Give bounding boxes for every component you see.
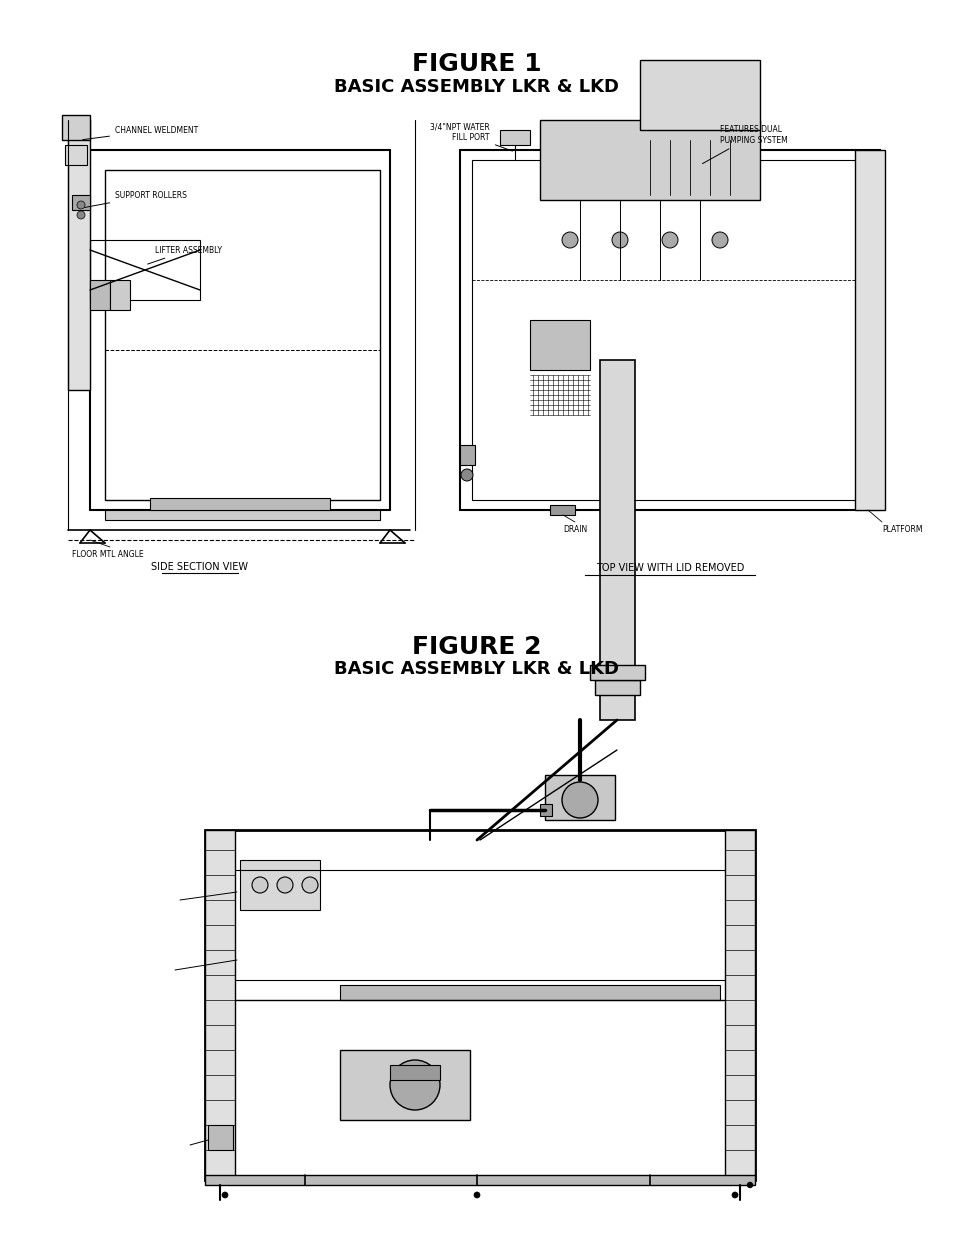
- Circle shape: [222, 1192, 228, 1198]
- Circle shape: [561, 232, 578, 248]
- Bar: [595, 680, 639, 695]
- Bar: [205, 1174, 754, 1186]
- Text: FEATURES DUAL
PUMPING SYSTEM: FEATURES DUAL PUMPING SYSTEM: [701, 125, 787, 164]
- Bar: [110, 280, 130, 310]
- Bar: [339, 986, 720, 1000]
- Bar: [854, 149, 884, 510]
- Bar: [499, 130, 530, 144]
- Bar: [150, 498, 330, 510]
- Bar: [530, 320, 589, 370]
- Text: BASIC ASSEMBLY LKR & LKD: BASIC ASSEMBLY LKR & LKD: [335, 78, 618, 96]
- Text: 3/4"NPT WATER
FILL PORT: 3/4"NPT WATER FILL PORT: [430, 122, 512, 151]
- Bar: [90, 149, 390, 510]
- Circle shape: [731, 1192, 738, 1198]
- Bar: [105, 510, 379, 520]
- Circle shape: [77, 201, 85, 209]
- Circle shape: [747, 1182, 752, 1188]
- Bar: [472, 161, 867, 500]
- Bar: [539, 804, 552, 816]
- Bar: [550, 505, 575, 515]
- Text: LIFTER ASSEMBLY: LIFTER ASSEMBLY: [148, 246, 222, 264]
- Text: DRAIN: DRAIN: [562, 525, 586, 534]
- Circle shape: [711, 232, 727, 248]
- Circle shape: [460, 469, 473, 480]
- Bar: [90, 280, 110, 310]
- Circle shape: [302, 877, 317, 893]
- Circle shape: [276, 877, 293, 893]
- Bar: [599, 359, 635, 720]
- Text: FIGURE 1: FIGURE 1: [412, 52, 541, 77]
- Bar: [65, 144, 87, 165]
- Bar: [390, 1065, 439, 1079]
- Bar: [205, 830, 754, 1179]
- Circle shape: [252, 877, 268, 893]
- Bar: [639, 61, 760, 130]
- Circle shape: [561, 782, 598, 818]
- Text: FLOOR MTL ANGLE: FLOOR MTL ANGLE: [71, 550, 144, 559]
- Text: FIGURE 2: FIGURE 2: [412, 635, 541, 659]
- Bar: [589, 664, 644, 680]
- Bar: [240, 860, 319, 910]
- Bar: [68, 120, 90, 390]
- Circle shape: [612, 232, 627, 248]
- Bar: [90, 240, 200, 300]
- Bar: [539, 120, 760, 200]
- Circle shape: [390, 1060, 439, 1110]
- Bar: [205, 830, 234, 1179]
- Text: PLATFORM: PLATFORM: [882, 525, 922, 534]
- Circle shape: [474, 1192, 479, 1198]
- Text: TOP VIEW WITH LID REMOVED: TOP VIEW WITH LID REMOVED: [596, 563, 743, 573]
- Bar: [339, 1050, 470, 1120]
- Bar: [62, 115, 90, 140]
- Bar: [105, 170, 379, 500]
- Bar: [71, 195, 90, 210]
- Circle shape: [77, 211, 85, 219]
- Bar: [208, 1125, 233, 1150]
- Bar: [544, 776, 615, 820]
- Circle shape: [661, 232, 678, 248]
- Bar: [724, 830, 754, 1179]
- Text: BASIC ASSEMBLY LKR & LKD: BASIC ASSEMBLY LKR & LKD: [335, 659, 618, 678]
- Bar: [459, 445, 475, 466]
- Bar: [459, 149, 879, 510]
- Text: CHANNEL WELDMENT: CHANNEL WELDMENT: [83, 126, 198, 140]
- Text: SUPPORT ROLLERS: SUPPORT ROLLERS: [85, 190, 187, 207]
- Text: SIDE SECTION VIEW: SIDE SECTION VIEW: [152, 562, 248, 572]
